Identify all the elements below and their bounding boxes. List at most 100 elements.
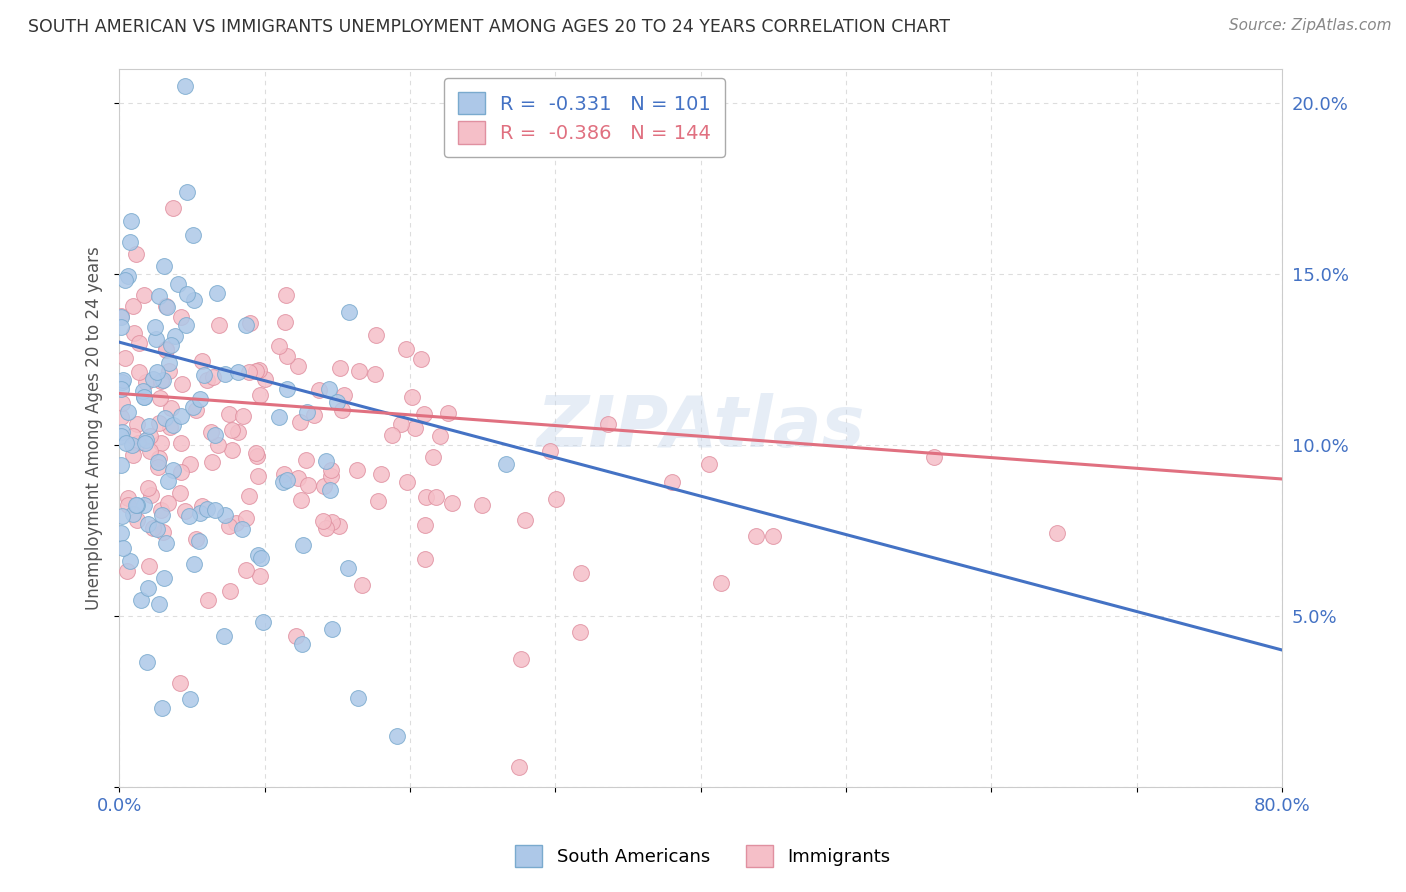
Point [170, 435, 193, 450]
Point [110, 508, 132, 523]
Point [370, 467, 392, 481]
Point [321, 623, 343, 637]
Point [221, 442, 243, 457]
Point [149, 435, 172, 450]
Point [162, 463, 184, 477]
Point [381, 427, 404, 442]
Point [163, 328, 186, 343]
Point [110, 310, 132, 324]
Point [321, 516, 343, 530]
Point [169, 486, 191, 500]
Point [312, 514, 335, 528]
Point [132, 391, 155, 405]
Point [246, 449, 269, 463]
Point [143, 319, 166, 334]
Point [762, 529, 785, 543]
Point [110, 458, 132, 472]
Point [155, 299, 177, 313]
Text: ZIPAtlas: ZIPAtlas [537, 393, 865, 462]
Point [495, 458, 517, 472]
Point [218, 407, 240, 421]
Point [226, 365, 249, 379]
Point [149, 503, 172, 517]
Point [136, 581, 159, 595]
Point [127, 498, 149, 512]
Point [110, 310, 132, 324]
Point [226, 425, 249, 440]
Point [699, 457, 721, 471]
Point [187, 533, 209, 548]
Point [415, 490, 437, 504]
Point [1046, 526, 1069, 541]
Point [336, 561, 359, 575]
Point [125, 247, 148, 261]
Point [148, 460, 170, 475]
Point [153, 259, 176, 273]
Point [156, 496, 179, 510]
Point [193, 368, 215, 383]
Point [128, 335, 150, 350]
Point [308, 383, 330, 397]
Point [569, 624, 592, 639]
Point [710, 575, 733, 590]
Point [321, 469, 343, 483]
Point [295, 453, 318, 467]
Point [136, 481, 159, 495]
Point [117, 268, 139, 283]
Point [174, 78, 197, 93]
Point [110, 320, 132, 334]
Point [253, 372, 276, 386]
Point [276, 382, 298, 396]
Point [291, 538, 314, 552]
Point [134, 498, 156, 512]
Point [153, 571, 176, 585]
Point [148, 289, 170, 303]
Point [138, 559, 160, 574]
Point [179, 691, 201, 706]
Point [302, 408, 325, 422]
Point [149, 392, 172, 406]
Point [510, 651, 533, 665]
Point [152, 524, 174, 539]
Point [425, 490, 447, 504]
Point [207, 438, 229, 452]
Point [513, 513, 536, 527]
Point [148, 450, 170, 465]
Point [117, 491, 139, 505]
Point [114, 273, 136, 287]
Point [153, 410, 176, 425]
Point [249, 551, 271, 566]
Point [138, 429, 160, 443]
Point [232, 409, 254, 423]
Point [235, 511, 257, 525]
Legend: R =  -0.331   N = 101, R =  -0.386   N = 144: R = -0.331 N = 101, R = -0.386 N = 144 [444, 78, 725, 157]
Point [413, 552, 436, 566]
Point [146, 365, 169, 379]
Point [295, 405, 318, 419]
Point [128, 365, 150, 379]
Point [204, 428, 226, 442]
Point [328, 518, 350, 533]
Point [135, 376, 157, 390]
Point [267, 410, 290, 425]
Point [181, 227, 204, 242]
Point [176, 286, 198, 301]
Point [231, 521, 253, 535]
Point [297, 477, 319, 491]
Point [201, 370, 224, 384]
Point [239, 316, 262, 330]
Point [367, 493, 389, 508]
Point [118, 554, 141, 568]
Point [170, 465, 193, 479]
Point [139, 443, 162, 458]
Point [195, 373, 218, 387]
Point [329, 360, 352, 375]
Point [314, 479, 336, 493]
Point [120, 214, 142, 228]
Point [546, 492, 568, 507]
Point [188, 392, 211, 407]
Point [218, 518, 240, 533]
Point [205, 285, 228, 300]
Point [156, 475, 179, 489]
Point [744, 529, 766, 543]
